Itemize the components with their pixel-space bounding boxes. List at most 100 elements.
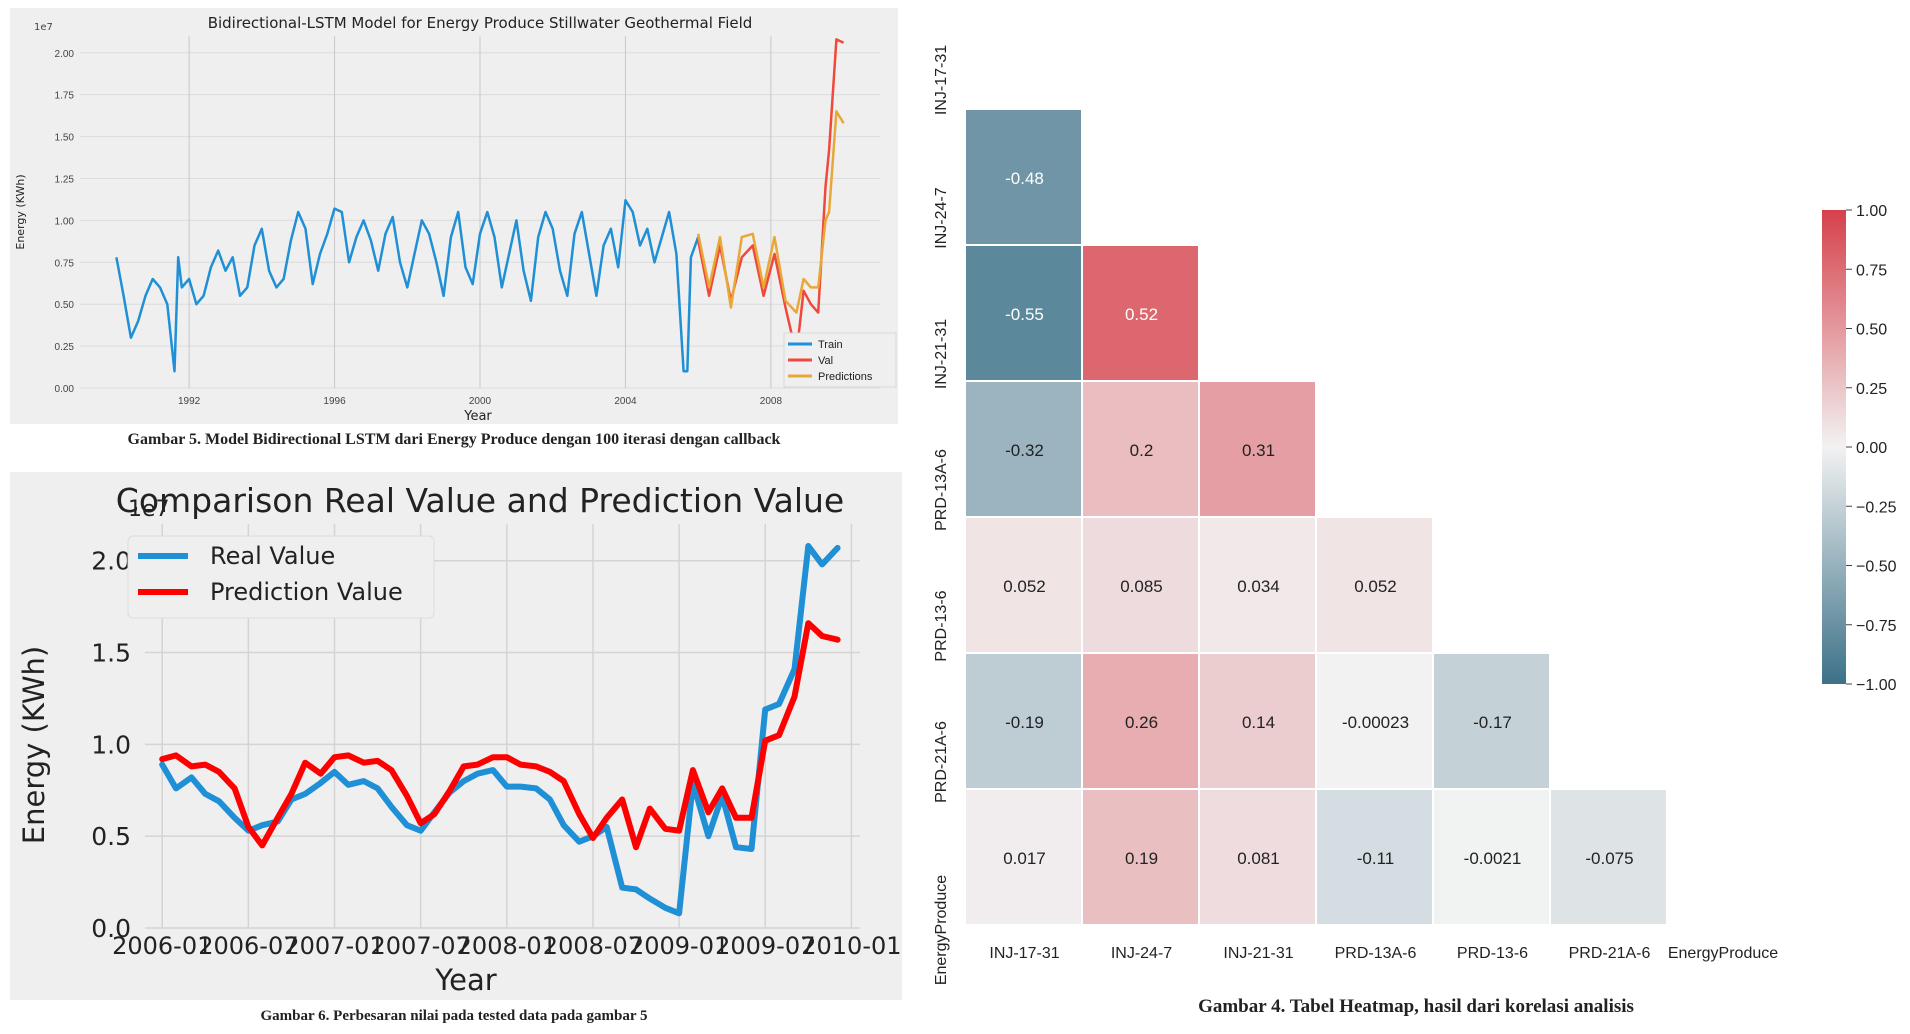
chart2-series-line-prediction bbox=[159, 620, 841, 851]
heatmap-cell-2-0 bbox=[966, 246, 1081, 380]
heatmap-cell-label-6-2: 0.081 bbox=[1237, 849, 1280, 868]
chart1-ytick-3: 0.75 bbox=[55, 258, 75, 269]
chart1-xtick-4: 2008 bbox=[760, 396, 783, 407]
heatmap-cell-label-5-1: 0.26 bbox=[1125, 713, 1158, 732]
heatmap-cell-label-5-0: -0.19 bbox=[1005, 713, 1044, 732]
heatmap-cell-label-6-1: 0.19 bbox=[1125, 849, 1158, 868]
colorbar-gradient bbox=[1822, 210, 1846, 684]
caption-figure-4: Gambar 4. Tabel Heatmap, hasil dari kore… bbox=[1198, 996, 1634, 1017]
colorbar-tick-label-2: 0.50 bbox=[1856, 322, 1887, 339]
chart-training-overview: Bidirectional-LSTM Model for Energy Prod… bbox=[10, 8, 898, 448]
heatmap-cell-label-6-0: 0.017 bbox=[1003, 849, 1046, 868]
colorbar-tick-label-1: 0.75 bbox=[1856, 262, 1887, 279]
chart1-ytick-6: 1.50 bbox=[55, 133, 75, 144]
heatmap-cell-5-1 bbox=[1083, 654, 1198, 788]
colorbar-tick-label-6: −0.50 bbox=[1856, 559, 1897, 576]
chart2-xtick-1: 2006-07 bbox=[198, 932, 298, 960]
chart1-ticks: 0.00 0.25 0.50 0.75 1.00 1.25 1.50 1.75 2.00 1992… bbox=[55, 49, 783, 407]
chart2-xtick-2: 2007-01 bbox=[284, 932, 384, 960]
heatmap-ylabel-2: INJ-21-31 bbox=[933, 319, 950, 389]
heatmap-xlabel-6: EnergyProduce bbox=[1668, 945, 1778, 962]
chart2-xtick-8: 2010-01 bbox=[801, 932, 901, 960]
chart1-ytick-7: 1.75 bbox=[55, 91, 75, 102]
heatmap-cell-label-4-2: 0.034 bbox=[1237, 577, 1280, 596]
chart-comparison: Comparison Real Value and Prediction Val… bbox=[10, 472, 902, 1024]
chart2-ytick-0: 0.0 bbox=[91, 914, 131, 943]
chart2-xtick-6: 2009-01 bbox=[629, 932, 729, 960]
heatmap-cell-label-2-0: -0.55 bbox=[1005, 305, 1044, 324]
colorbar-tick-label-3: 0.25 bbox=[1856, 381, 1887, 398]
chart1-xtick-3: 2004 bbox=[614, 396, 637, 407]
heatmap-cell-label-4-3: 0.052 bbox=[1354, 577, 1397, 596]
heatmap-xlabel-0: INJ-17-31 bbox=[989, 945, 1059, 962]
heatmap-cell-label-3-1: 0.2 bbox=[1130, 441, 1154, 460]
heatmap-cell-label-4-0: 0.052 bbox=[1003, 577, 1046, 596]
heatmap-cell-6-4 bbox=[1434, 790, 1549, 924]
chart1-xtick-1: 1996 bbox=[323, 396, 346, 407]
chart1-legend-label-train: Train bbox=[818, 339, 843, 351]
chart2-ytick-2: 1.0 bbox=[91, 730, 131, 759]
chart2-series bbox=[159, 543, 841, 917]
heatmap-cell-3-2 bbox=[1200, 382, 1315, 516]
chart2-xtick-4: 2008-01 bbox=[457, 932, 557, 960]
heatmap-axis-labels: INJ-17-31 INJ-24-7 INJ-21-31 PRD-13A-6 PRD-1… bbox=[933, 45, 1778, 985]
heatmap-colorbar: 1.00 0.75 0.50 0.25 0.00 −0.25 −0.50 −0.75 −1.00 bbox=[1822, 203, 1897, 694]
heatmap-ylabel-0: INJ-17-31 bbox=[933, 45, 950, 115]
colorbar-tick-label-7: −0.75 bbox=[1856, 618, 1897, 635]
heatmap-cell-2-1 bbox=[1083, 246, 1198, 380]
heatmap-cell-label-5-2: 0.14 bbox=[1242, 713, 1275, 732]
chart1-legend: Train Val Predictions bbox=[783, 332, 897, 388]
chart1-ytick-0: 0.00 bbox=[55, 384, 75, 395]
chart2-legend-label-prediction: Prediction Value bbox=[210, 578, 403, 606]
chart-heatmap: -0.48 -0.55 0.52 -0.32 0.2 0.31 0.052 0.085 0.03… bbox=[933, 45, 1897, 1017]
chart2-ylabel: Energy (KWh) bbox=[17, 646, 51, 844]
chart2-ytick-1: 0.5 bbox=[91, 822, 131, 851]
chart2-xtick-0: 2006-01 bbox=[112, 932, 212, 960]
chart1-series-line-predictions bbox=[696, 110, 845, 314]
chart2-ticks: 0.0 0.5 1.0 1.5 2.0 2006-012006-072007-012007… bbox=[91, 547, 901, 960]
colorbar-tick-label-4: 0.00 bbox=[1856, 440, 1887, 457]
chart2-xlabel: Year bbox=[434, 963, 496, 997]
heatmap-cell-6-2 bbox=[1200, 790, 1315, 924]
heatmap-cell-6-3 bbox=[1317, 790, 1432, 924]
heatmap-ylabel-1: INJ-24-7 bbox=[933, 187, 950, 248]
colorbar-ticks: 1.00 0.75 0.50 0.25 0.00 −0.25 −0.50 −0.75 −1.00 bbox=[1846, 203, 1897, 694]
chart1-ytick-4: 1.00 bbox=[55, 216, 75, 227]
heatmap-cell-4-3 bbox=[1317, 518, 1432, 652]
heatmap-xlabel-1: INJ-24-7 bbox=[1111, 945, 1172, 962]
heatmap-cell-6-5 bbox=[1551, 790, 1666, 924]
heatmap-cell-label-4-1: 0.085 bbox=[1120, 577, 1163, 596]
chart2-xtick-7: 2009-07 bbox=[715, 932, 815, 960]
heatmap-cell-4-2 bbox=[1200, 518, 1315, 652]
heatmap-xlabel-2: INJ-21-31 bbox=[1223, 945, 1293, 962]
heatmap-cell-label-3-2: 0.31 bbox=[1242, 441, 1275, 460]
heatmap-xlabel-5: PRD-21A-6 bbox=[1569, 945, 1651, 962]
heatmap-cell-5-2 bbox=[1200, 654, 1315, 788]
chart1-offset-label: 1e7 bbox=[34, 22, 53, 33]
caption-figure-6: Gambar 6. Perbesaran nilai pada tested d… bbox=[261, 1008, 648, 1024]
heatmap-cell-4-1 bbox=[1083, 518, 1198, 652]
chart2-legend-label-real: Real Value bbox=[210, 542, 335, 570]
chart1-series bbox=[115, 38, 845, 373]
chart1-legend-label-predictions: Predictions bbox=[818, 371, 873, 383]
colorbar-tick-label-0: 1.00 bbox=[1856, 203, 1887, 220]
heatmap-ylabel-6: EnergyProduce bbox=[933, 875, 950, 985]
chart2-title: Comparison Real Value and Prediction Val… bbox=[116, 481, 844, 520]
colorbar-tick-label-8: −1.00 bbox=[1856, 677, 1897, 694]
chart1-ytick-1: 0.25 bbox=[55, 342, 75, 353]
chart1-xtick-2: 2000 bbox=[469, 396, 492, 407]
heatmap-ylabel-5: PRD-21A-6 bbox=[933, 721, 950, 803]
heatmap-cell-label-5-4: -0.17 bbox=[1473, 713, 1512, 732]
colorbar-tick-label-5: −0.25 bbox=[1856, 499, 1897, 516]
heatmap-cell-3-1 bbox=[1083, 382, 1198, 516]
chart2-xtick-5: 2008-07 bbox=[543, 932, 643, 960]
heatmap-cell-label-6-5: -0.075 bbox=[1585, 849, 1633, 868]
chart1-legend-label-val: Val bbox=[818, 355, 833, 367]
chart1-ytick-2: 0.50 bbox=[55, 300, 75, 311]
heatmap-cell-label-1-0: -0.48 bbox=[1005, 169, 1044, 188]
chart2-xtick-3: 2007-07 bbox=[371, 932, 471, 960]
caption-figure-5: Gambar 5. Model Bidirectional LSTM dari … bbox=[128, 431, 781, 448]
chart1-ytick-5: 1.25 bbox=[55, 174, 75, 185]
chart2-grid bbox=[145, 524, 860, 929]
